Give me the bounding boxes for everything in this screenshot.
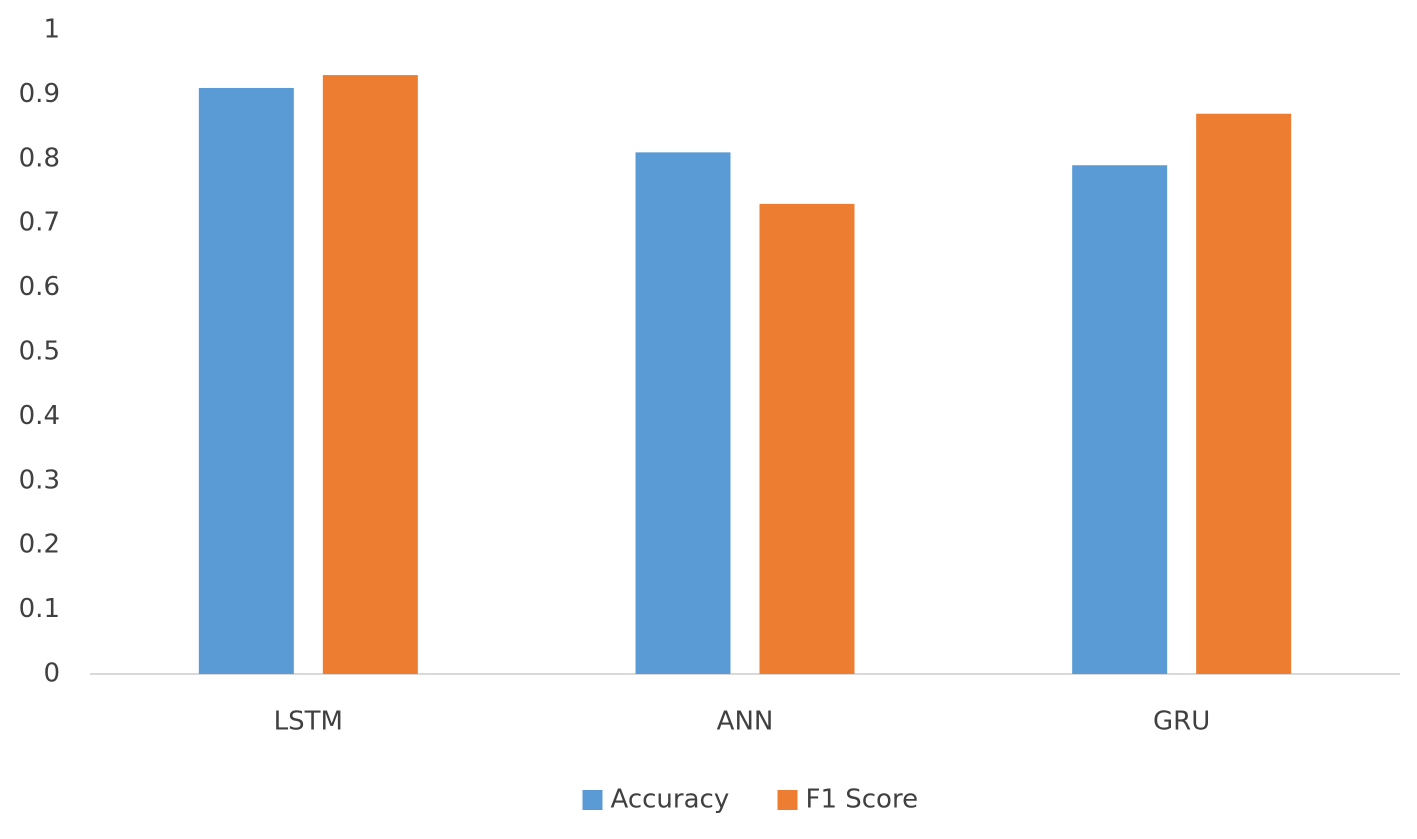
bar xyxy=(1196,113,1292,675)
y-tick-label: 1 xyxy=(43,15,60,45)
y-tick-label: 0.8 xyxy=(19,143,60,173)
y-tick-label: 0.1 xyxy=(19,594,60,624)
y-tick-label: 0.6 xyxy=(19,272,60,302)
bar xyxy=(322,75,418,674)
y-tick-label: 0 xyxy=(43,659,60,689)
y-tick-label: 0.5 xyxy=(19,337,60,367)
bar xyxy=(1072,165,1168,675)
y-tick-label: 0.4 xyxy=(19,401,60,431)
x-tick-label: LSTM xyxy=(274,707,343,737)
bar xyxy=(759,203,855,674)
x-tick-label: ANN xyxy=(717,707,774,737)
legend-label: Accuracy xyxy=(611,785,730,815)
bar xyxy=(635,152,731,675)
legend-label: F1 Score xyxy=(806,785,919,815)
y-tick-label: 0.3 xyxy=(19,465,60,495)
y-tick-label: 0.7 xyxy=(19,208,60,238)
legend-swatch xyxy=(582,790,603,810)
x-tick-label: GRU xyxy=(1153,707,1210,737)
y-tick-label: 0.2 xyxy=(19,530,60,560)
bar xyxy=(198,87,294,674)
legend-swatch xyxy=(777,790,798,810)
y-tick-label: 0.9 xyxy=(19,79,60,109)
